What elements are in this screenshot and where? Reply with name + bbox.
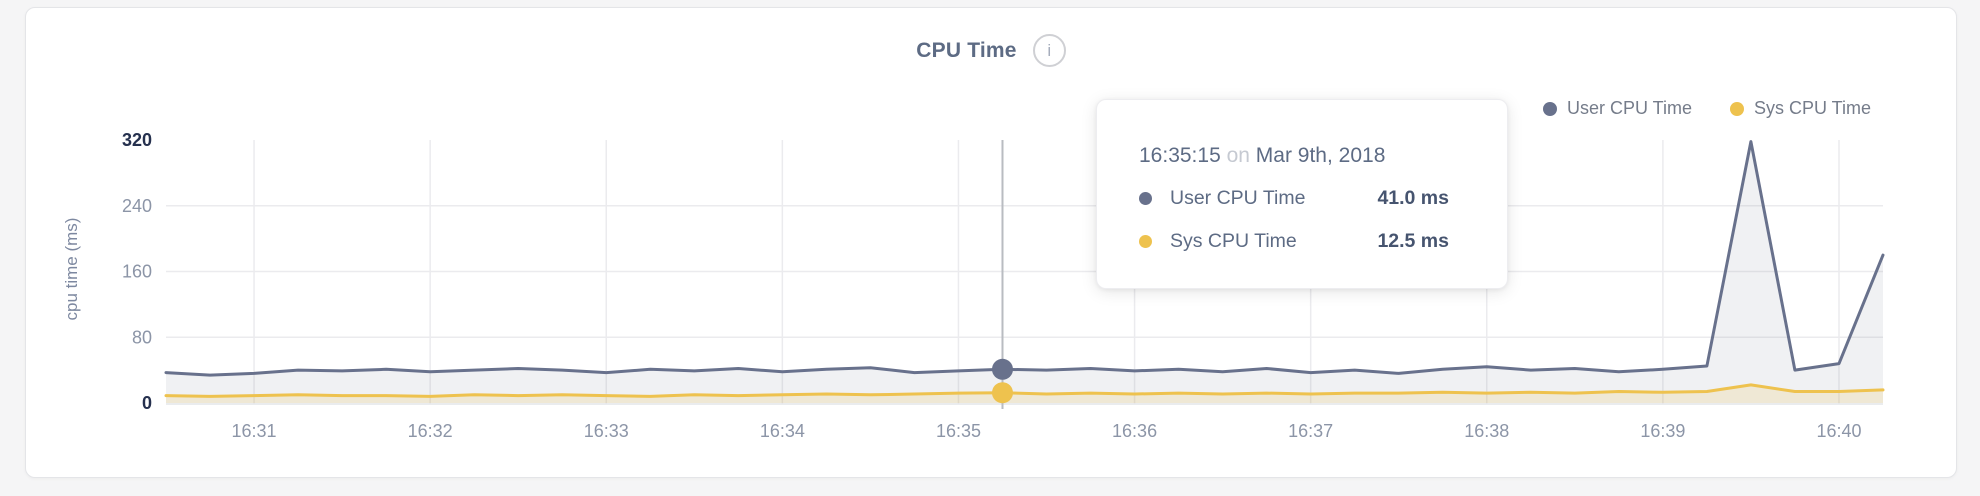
info-icon-glyph: i [1047, 40, 1052, 60]
y-tick-label: 320 [122, 130, 152, 150]
y-tick-label: 0 [142, 393, 152, 413]
chart-tooltip: 16:35:15 on Mar 9th, 2018 User CPU Time … [1096, 99, 1508, 289]
user-series-area [166, 141, 1883, 403]
sys-series-dot-icon [1139, 235, 1152, 248]
x-tick-label: 16:36 [1112, 421, 1157, 441]
x-tick-label: 16:37 [1288, 421, 1333, 441]
tooltip-row-user: User CPU Time 41.0 ms [1139, 177, 1449, 220]
legend-item-sys-cpu-time[interactable]: Sys CPU Time [1729, 98, 1871, 119]
chart-header: CPU Time i [26, 34, 1956, 67]
sys-series-dot-icon [1729, 101, 1744, 116]
info-icon[interactable]: i [1032, 34, 1066, 67]
tooltip-value-user: 41.0 ms [1377, 187, 1449, 209]
tooltip-row-sys: Sys CPU Time 12.5 ms [1139, 220, 1449, 263]
tooltip-on-word: on [1226, 144, 1250, 167]
user-highlight-dot[interactable] [991, 358, 1013, 380]
tooltip-time: 16:35:15 [1139, 144, 1221, 167]
cpu-time-chart-card: CPU Time i User CPU Time Sys CPU Time cp… [25, 7, 1957, 478]
x-tick-label: 16:33 [584, 421, 629, 441]
y-tick-label: 240 [122, 196, 152, 216]
sys-series-line[interactable] [164, 383, 1885, 398]
cpu-time-chart-svg[interactable]: 16:31 16:32 16:33 16:34 16:35 16:36 16:37 16:38… [26, 8, 1958, 479]
tooltip-date: Mar 9th, 2018 [1255, 144, 1386, 167]
tooltip-value-sys: 12.5 ms [1377, 230, 1449, 252]
legend-item-user-cpu-time[interactable]: User CPU Time [1542, 98, 1692, 119]
sys-highlight-dot[interactable] [991, 382, 1013, 404]
x-tick-label: 16:31 [232, 421, 277, 441]
user-series-line[interactable] [164, 140, 1885, 377]
x-tick-label: 16:32 [408, 421, 453, 441]
x-tick-label: 16:38 [1464, 421, 1509, 441]
x-tick-label: 16:39 [1640, 421, 1685, 441]
y-tick-label: 160 [122, 262, 152, 282]
x-tick-label: 16:35 [936, 421, 981, 441]
user-series-dot-icon [1139, 192, 1152, 205]
legend-label-user: User CPU Time [1566, 98, 1692, 118]
x-tick-label: 16:34 [760, 421, 805, 441]
user-series-dot-icon [1542, 101, 1557, 116]
tooltip-header: 16:35:15 on Mar 9th, 2018 [1139, 144, 1449, 168]
x-tick-label: 16:40 [1816, 421, 1861, 441]
legend: User CPU Time Sys CPU Time [1542, 98, 1871, 119]
tooltip-label-user: User CPU Time [1170, 187, 1306, 209]
tooltip-label-sys: Sys CPU Time [1170, 230, 1297, 252]
y-tick-label: 80 [132, 327, 152, 347]
legend-label-sys: Sys CPU Time [1753, 98, 1871, 118]
chart-title: CPU Time [916, 38, 1017, 62]
